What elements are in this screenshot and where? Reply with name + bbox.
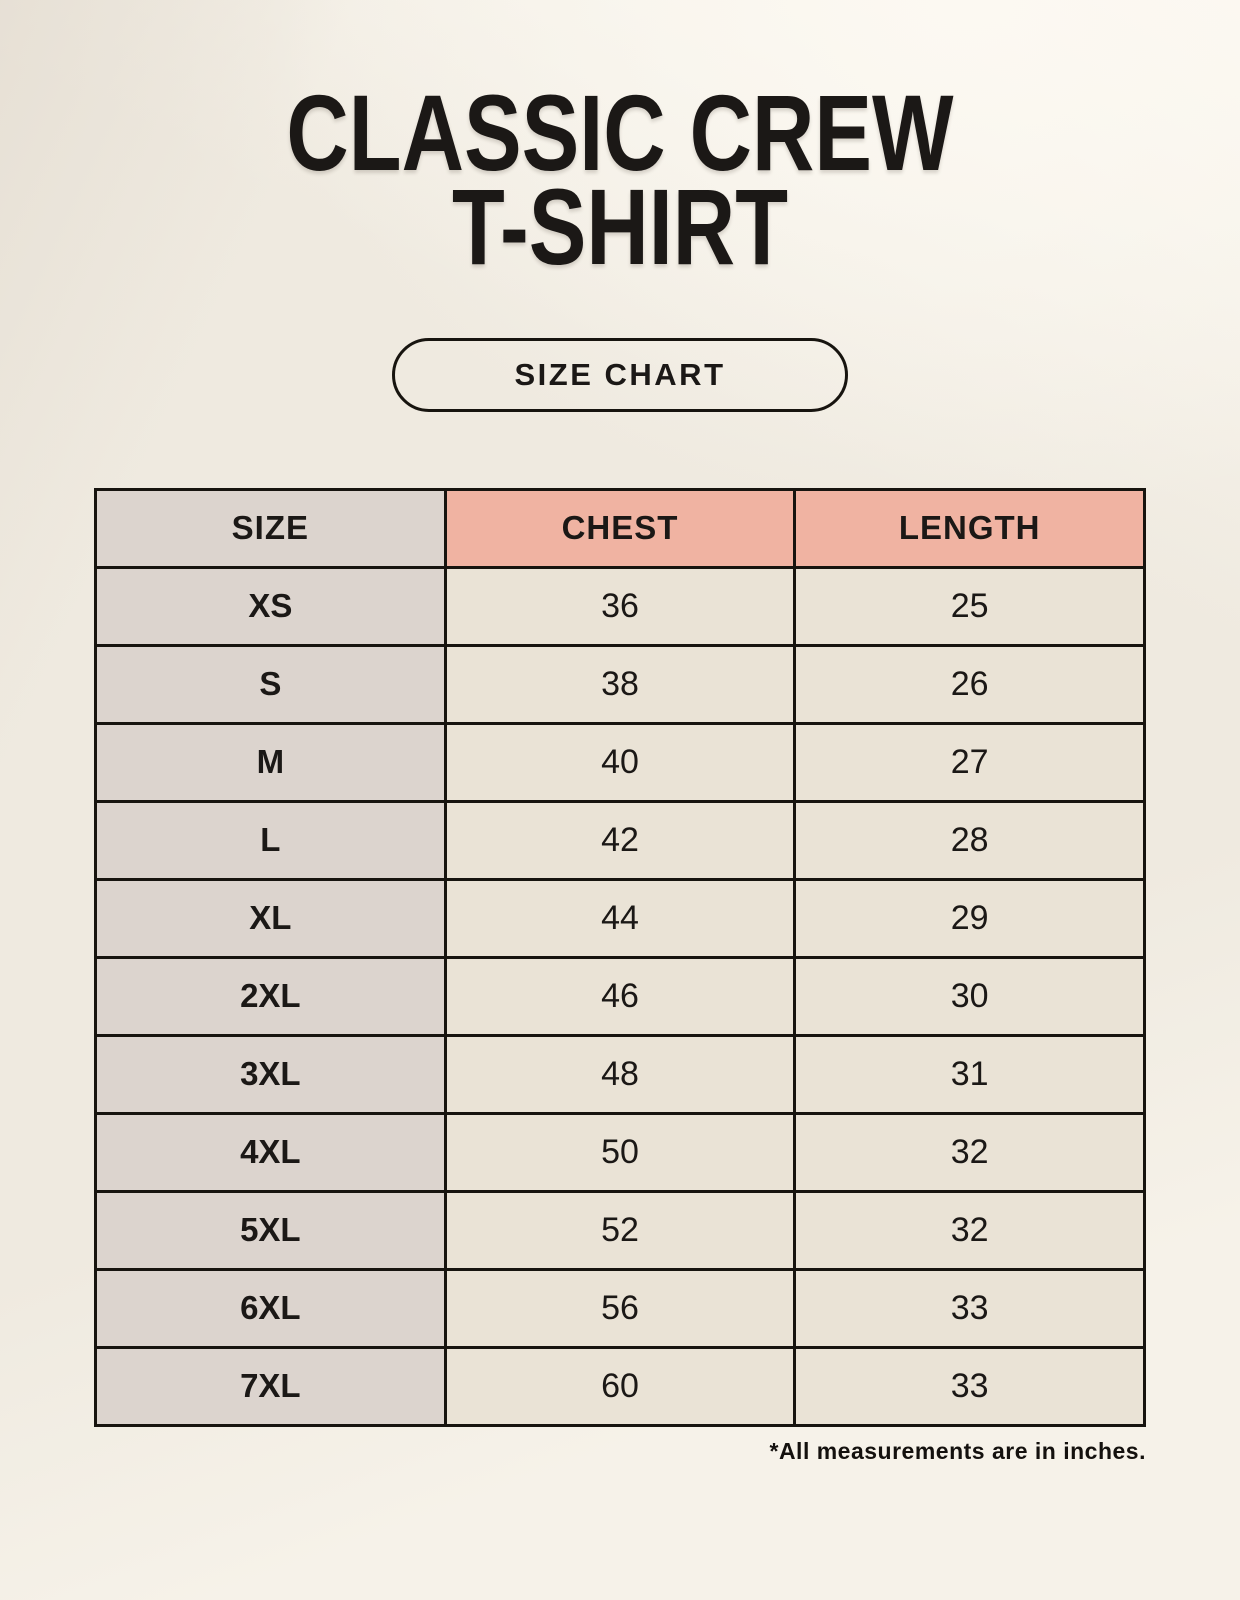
table-row: 3XL 48 31	[94, 1033, 1146, 1115]
size-cell: 2XL	[94, 955, 447, 1037]
size-chart-button-label: SIZE CHART	[514, 356, 726, 392]
chest-cell: 38	[443, 643, 797, 725]
length-cell: 26	[793, 643, 1146, 725]
table-row: 4XL 50 32	[94, 1111, 1146, 1193]
chest-cell: 44	[443, 877, 797, 959]
chest-cell: 46	[443, 955, 797, 1037]
length-cell: 33	[793, 1267, 1146, 1349]
chest-cell: 52	[443, 1189, 797, 1271]
size-cell: M	[94, 721, 447, 803]
size-chart-table-container: SIZE CHEST LENGTH XS 36 25 S 38 26 M 40 27 L 42 28 X…	[94, 487, 1146, 1465]
chest-cell: 36	[443, 565, 797, 647]
length-cell: 32	[793, 1189, 1146, 1271]
size-cell: S	[94, 643, 447, 725]
length-cell: 27	[793, 721, 1146, 803]
chest-cell: 42	[443, 799, 797, 881]
page-title-line2: T-SHIRT	[452, 165, 788, 287]
table-row: L 42 28	[94, 799, 1146, 881]
column-header-chest: CHEST	[443, 487, 797, 569]
chest-cell: 60	[443, 1345, 797, 1427]
size-cell: 4XL	[94, 1111, 447, 1193]
page-title: CLASSIC CREW T-SHIRT	[124, 0, 1116, 287]
measurements-footnote: *All measurements are in inches.	[769, 1437, 1146, 1464]
column-header-length: LENGTH	[793, 487, 1146, 569]
table-row: XL 44 29	[94, 877, 1146, 959]
size-cell: 3XL	[94, 1033, 447, 1115]
size-table-body: XS 36 25 S 38 26 M 40 27 L 42 28 XL 44 29 2XL 46 30 3XL 48 3…	[94, 565, 1146, 1427]
size-cell: 5XL	[94, 1189, 447, 1271]
length-cell: 32	[793, 1111, 1146, 1193]
page-title-line1: CLASSIC CREW	[286, 72, 954, 193]
chest-cell: 50	[443, 1111, 797, 1193]
size-chart-button[interactable]: SIZE CHART	[392, 337, 848, 412]
length-cell: 33	[793, 1345, 1146, 1427]
length-cell: 25	[793, 565, 1146, 647]
size-cell: L	[94, 799, 447, 881]
size-cell: 6XL	[94, 1267, 447, 1349]
table-row: 2XL 46 30	[94, 955, 1146, 1037]
table-row: XS 36 25	[94, 565, 1146, 647]
size-cell: XS	[94, 565, 447, 647]
chest-cell: 48	[443, 1033, 797, 1115]
column-header-size: SIZE	[94, 487, 447, 569]
size-cell: XL	[94, 877, 447, 959]
length-cell: 28	[793, 799, 1146, 881]
table-row: 7XL 60 33	[94, 1345, 1146, 1427]
chest-cell: 56	[443, 1267, 797, 1349]
table-row: 5XL 52 32	[94, 1189, 1146, 1271]
table-row: 6XL 56 33	[94, 1267, 1146, 1349]
table-header-row: SIZE CHEST LENGTH	[94, 487, 1146, 569]
length-cell: 29	[793, 877, 1146, 959]
table-row: S 38 26	[94, 643, 1146, 725]
length-cell: 30	[793, 955, 1146, 1037]
size-cell: 7XL	[94, 1345, 447, 1427]
length-cell: 31	[793, 1033, 1146, 1115]
size-chart-table: SIZE CHEST LENGTH XS 36 25 S 38 26 M 40 27 L 42 28 X…	[94, 487, 1146, 1427]
table-row: M 40 27	[94, 721, 1146, 803]
chest-cell: 40	[443, 721, 797, 803]
